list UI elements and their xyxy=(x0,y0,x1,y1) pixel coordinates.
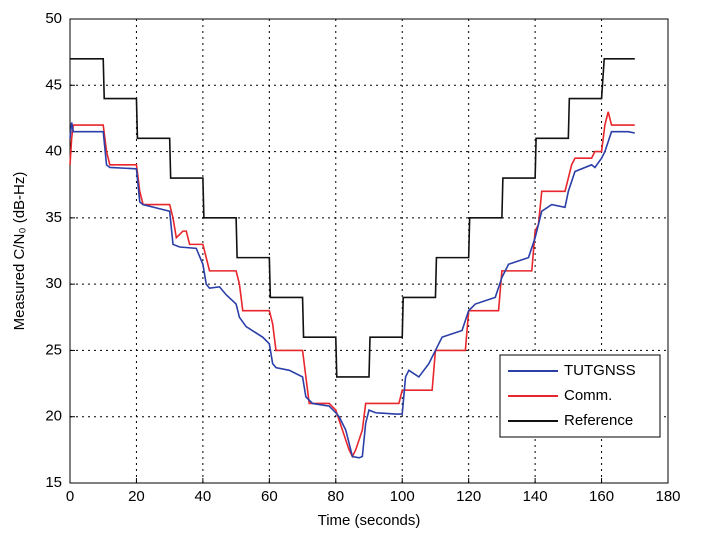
y-axis-label: Measured C/N₀ (dB-Hz) xyxy=(11,172,28,331)
x-tick-label: 100 xyxy=(390,488,415,505)
legend-label: Reference xyxy=(564,412,633,429)
series-line xyxy=(70,57,635,378)
x-tick-label: 80 xyxy=(327,488,344,505)
x-tick-label: 60 xyxy=(261,488,278,505)
y-tick-label: 15 xyxy=(45,474,62,491)
y-tick-label: 35 xyxy=(45,209,62,226)
x-tick-label: 140 xyxy=(523,488,548,505)
y-tick-label: 20 xyxy=(45,408,62,425)
x-tick-label: 20 xyxy=(128,488,145,505)
x-tick-label: 180 xyxy=(655,488,680,505)
y-tick-label: 40 xyxy=(45,143,62,160)
x-axis-label: Time (seconds) xyxy=(318,512,421,529)
y-tick-label: 30 xyxy=(45,275,62,292)
series-line xyxy=(69,111,635,459)
x-tick-label: 120 xyxy=(456,488,481,505)
legend-label: Comm. xyxy=(564,387,612,404)
legend-label: TUTGNSS xyxy=(564,362,636,379)
y-tick-label: 25 xyxy=(45,341,62,358)
y-tick-label: 45 xyxy=(45,76,62,93)
plot-frame xyxy=(69,18,669,484)
x-tick-label: 40 xyxy=(195,488,212,505)
y-tick-label: 50 xyxy=(45,10,62,27)
x-tick-label: 0 xyxy=(66,488,74,505)
series-line xyxy=(69,122,635,459)
x-tick-label: 160 xyxy=(589,488,614,505)
